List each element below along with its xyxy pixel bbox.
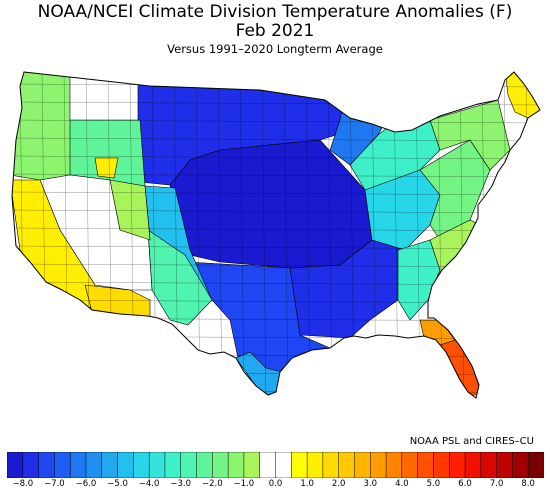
legend-swatch <box>101 452 119 478</box>
legend-tick-label: −6.0 <box>75 479 97 489</box>
region-florida <box>439 334 483 396</box>
legend-tick-label: −5.0 <box>107 479 128 489</box>
division-line <box>261 72 267 398</box>
division-line <box>283 72 289 398</box>
division-line <box>12 155 540 160</box>
region-central-plains <box>169 139 373 269</box>
legend-swatch <box>69 452 87 478</box>
legend-swatch <box>496 452 513 478</box>
legend-swatch <box>322 452 340 478</box>
division-line <box>195 72 201 398</box>
division-line <box>12 173 540 178</box>
division-line <box>239 72 245 398</box>
region-idaho-spot <box>94 157 119 179</box>
legend-swatch <box>227 452 245 478</box>
legend-swatch <box>385 452 403 478</box>
legend-swatch <box>38 452 55 478</box>
legend-swatch <box>291 452 308 478</box>
legend-swatch <box>417 452 434 478</box>
division-line <box>12 119 540 124</box>
division-line <box>327 72 333 398</box>
legend-tick-label: −1.0 <box>233 479 255 489</box>
division-line <box>12 209 540 214</box>
legend-swatch <box>338 452 356 478</box>
legend-swatch <box>22 452 40 478</box>
division-line <box>12 245 540 250</box>
legend-swatch <box>306 452 324 478</box>
legend-swatch <box>54 452 71 478</box>
legend-tick-label: 8.0 <box>521 479 535 489</box>
division-line <box>217 72 223 398</box>
division-line <box>12 137 540 142</box>
division-line <box>12 227 540 232</box>
legend-swatch <box>133 452 150 478</box>
legend-tick-label: 6.0 <box>458 479 472 489</box>
division-line <box>12 389 540 394</box>
legend-swatch <box>401 452 419 478</box>
legend-swatch <box>180 452 198 478</box>
legend-swatch <box>480 452 498 478</box>
legend-swatch <box>212 452 229 478</box>
legend-tick-label: 5.0 <box>426 479 441 489</box>
legend-swatch <box>85 452 103 478</box>
division-line <box>12 191 540 196</box>
legend-tick-label: −3.0 <box>170 479 192 489</box>
color-legend <box>7 452 544 478</box>
legend-tick-label: 0.0 <box>268 479 283 489</box>
legend-tick-label: 3.0 <box>363 479 378 489</box>
legend-tick-label: −8.0 <box>12 479 34 489</box>
legend-swatch <box>354 452 371 478</box>
map-period: Feb 2021 <box>235 21 315 41</box>
legend-tick-label: 7.0 <box>489 479 504 489</box>
legend-swatch <box>527 452 544 478</box>
legend-swatch <box>164 452 182 478</box>
legend-swatch <box>243 452 261 478</box>
map-title: NOAA/NCEI Climate Division Temperature A… <box>37 2 513 22</box>
legend-swatch <box>259 452 277 478</box>
division-line <box>525 72 531 398</box>
region-southern-arizona <box>84 284 151 319</box>
legend-swatch <box>275 452 292 478</box>
legend-tick-label: 1.0 <box>300 479 314 489</box>
legend-swatch <box>370 452 387 478</box>
legend-swatch <box>196 452 213 478</box>
legend-tick-label: −2.0 <box>201 479 223 489</box>
legend-swatch <box>464 452 482 478</box>
legend-swatch <box>448 452 466 478</box>
division-line <box>305 72 311 398</box>
legend-tick-label: −7.0 <box>44 479 65 489</box>
legend-swatch <box>7 452 24 478</box>
map-subtitle: Versus 1991–2020 Longterm Average <box>167 42 383 56</box>
legend-swatch <box>117 452 134 478</box>
legend-tick-label: 4.0 <box>395 479 409 489</box>
legend-tick-label: −4.0 <box>138 479 160 489</box>
division-line <box>12 83 540 88</box>
legend-tick-labels: −8.0 −7.0 −6.0 −5.0 −4.0 −3.0 −2.0 −1.0 0.0 1.0 2.… <box>0 479 550 491</box>
legend-swatch <box>433 452 450 478</box>
region-northern-nevada <box>109 179 151 241</box>
credit-text: NOAA PSL and CIRES–CU <box>409 436 534 447</box>
division-line <box>437 72 443 398</box>
legend-swatch <box>512 452 529 478</box>
division-line <box>503 72 509 398</box>
legend-swatch <box>148 452 166 478</box>
legend-tick-label: 2.0 <box>331 479 346 489</box>
us-climate-division-map <box>11 71 541 399</box>
